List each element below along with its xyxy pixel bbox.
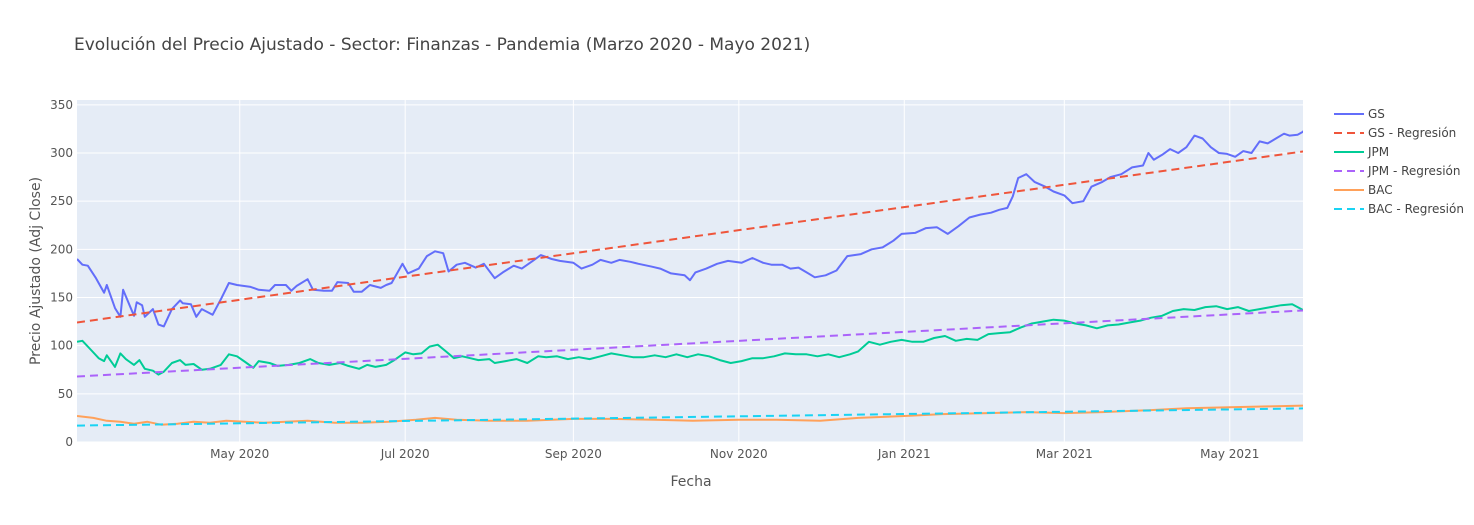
series-line-gs: [77, 130, 1303, 328]
legend-item-gs-regresi-n[interactable]: GS - Regresión: [1334, 126, 1456, 140]
y-tick-label: 200: [50, 242, 73, 256]
y-tick-label: 300: [50, 146, 73, 160]
legend-item-bac-regresi-n[interactable]: BAC - Regresión: [1334, 202, 1464, 216]
legend-label: GS: [1368, 107, 1385, 121]
legend-label: JPM: [1367, 145, 1389, 159]
legend[interactable]: GS GS - Regresión JPM JPM - Regresión BAC BAC…: [1334, 107, 1464, 216]
x-tick-label: May 2021: [1200, 447, 1259, 461]
chart-title: Evolución del Precio Ajustado - Sector: …: [74, 35, 810, 55]
legend-item-jpm[interactable]: JPM: [1334, 145, 1389, 159]
legend-item-gs[interactable]: GS: [1334, 107, 1385, 121]
y-tick-label: 50: [58, 387, 73, 401]
legend-label: JPM - Regresión: [1367, 164, 1460, 178]
y-axis-title: Precio Ajustado (Adj Close): [28, 177, 44, 365]
legend-item-bac[interactable]: BAC: [1334, 183, 1393, 197]
x-tick-label: Jul 2020: [380, 447, 430, 461]
series-line-jpm-regresi-n: [77, 309, 1303, 378]
x-tick-label: Sep 2020: [545, 447, 602, 461]
y-tick-label: 350: [50, 98, 73, 112]
plot-area: [77, 100, 1303, 442]
x-tick-label: Jan 2021: [877, 447, 931, 461]
series-line-bac-regresi-n: [77, 407, 1303, 427]
x-tick-label: May 2020: [210, 447, 269, 461]
legend-label: BAC: [1368, 183, 1393, 197]
series-line-gs-regresi-n: [77, 150, 1303, 324]
y-tick-label: 250: [50, 194, 73, 208]
y-tick-label: 0: [65, 435, 73, 449]
legend-item-jpm-regresi-n[interactable]: JPM - Regresión: [1334, 164, 1460, 178]
legend-label: BAC - Regresión: [1368, 202, 1464, 216]
x-axis-title: Fecha: [670, 474, 711, 490]
y-tick-label: 100: [50, 339, 73, 353]
legend-label: GS - Regresión: [1368, 126, 1456, 140]
axes: 0 50 100 150 200 250 300 350 May 2020 Jul 2020 Sep…: [50, 98, 1259, 461]
grid: [77, 100, 1303, 443]
series-layer: [77, 130, 1303, 427]
x-tick-label: Mar 2021: [1036, 447, 1093, 461]
y-tick-label: 150: [50, 290, 73, 304]
x-tick-label: Nov 2020: [710, 447, 768, 461]
